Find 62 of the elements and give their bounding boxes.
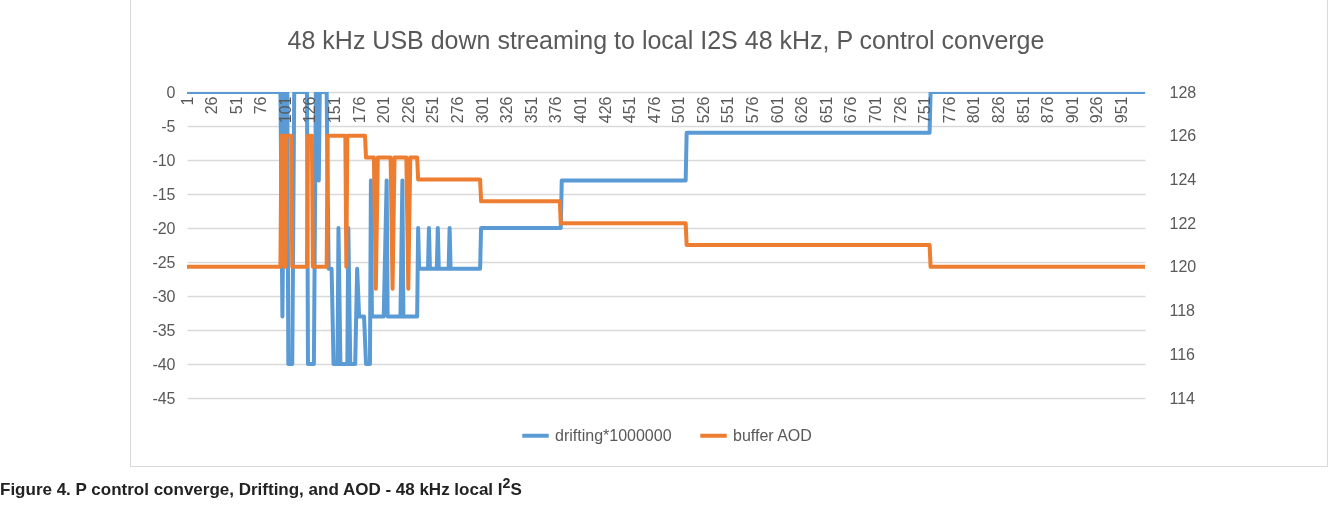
- y-tick-label: -20: [152, 219, 176, 237]
- legend-label: buffer AOD: [733, 426, 812, 444]
- x-tick-label: 176: [350, 96, 368, 124]
- x-tick-label: 401: [571, 96, 589, 124]
- y2-tick-label: 122: [1169, 214, 1197, 232]
- y-tick-label: -45: [152, 389, 176, 407]
- x-tick-label: 626: [793, 96, 811, 124]
- x-tick-label: 951: [1112, 96, 1130, 124]
- x-tick-label: 126: [301, 96, 319, 124]
- x-tick-label: 876: [1039, 96, 1057, 124]
- x-tick-label: 276: [448, 96, 466, 124]
- x-tick-label: 76: [252, 96, 270, 115]
- x-tick-label: 101: [276, 96, 294, 124]
- x-tick-label: 901: [1063, 96, 1081, 124]
- x-tick-label: 676: [842, 96, 860, 124]
- x-tick-label: 226: [399, 96, 417, 124]
- y2-tick-label: 120: [1169, 258, 1197, 276]
- x-tick-label: 851: [1014, 96, 1032, 124]
- x-tick-label: 451: [621, 96, 639, 124]
- line-series: [187, 133, 1145, 291]
- y2-tick-label: 118: [1169, 302, 1196, 320]
- x-tick-label: 576: [744, 96, 762, 124]
- y-tick-label: 0: [166, 83, 176, 101]
- x-tick-label: 776: [940, 96, 958, 124]
- y-tick-label: -5: [161, 117, 176, 135]
- x-tick-label: 601: [768, 96, 786, 124]
- x-tick-label: 726: [891, 96, 909, 124]
- x-tick-label: 426: [596, 96, 614, 124]
- x-tick-label: 51: [227, 96, 245, 115]
- x-tick-label: 926: [1088, 96, 1106, 124]
- y2-tick-label: 124: [1169, 170, 1197, 188]
- legend-label: drifting*1000000: [555, 426, 672, 444]
- caption: Figure 4. P control converge, Drifting, and AOD - 48 kHz local I$^{2}$S: [0, 475, 522, 500]
- y-tick-label: -40: [152, 355, 176, 373]
- x-tick-label: 301: [473, 96, 491, 124]
- x-tick-label: 151: [326, 96, 344, 124]
- x-tick-label: 501: [670, 96, 688, 124]
- x-tick-label: 801: [965, 96, 983, 124]
- y2-tick-label: 114: [1169, 389, 1196, 407]
- x-tick-label: 826: [989, 96, 1007, 124]
- x-tick-label: 751: [916, 96, 934, 124]
- x-tick-label: 201: [375, 96, 393, 124]
- y2-tick-label: 128: [1169, 83, 1197, 101]
- y2-tick-label: 116: [1169, 345, 1196, 363]
- x-tick-label: 351: [522, 96, 540, 124]
- y-tick-label: -10: [152, 151, 176, 169]
- y-tick-label: -15: [152, 185, 176, 203]
- y-tick-label: -25: [152, 253, 176, 271]
- y-tick-label: -35: [152, 321, 176, 339]
- x-tick-label: 526: [694, 96, 712, 124]
- y2-tick-label: 126: [1169, 127, 1197, 145]
- x-tick-label: 26: [203, 96, 221, 115]
- x-tick-label: 326: [498, 96, 516, 124]
- y-tick-label: -30: [152, 287, 176, 305]
- x-tick-label: 1: [178, 96, 196, 106]
- x-tick-label: 701: [867, 96, 884, 124]
- chart-title: 48 kHz USB down streaming to local I2S 48 kHz, P control converge: [287, 26, 1045, 54]
- x-tick-label: 651: [817, 96, 835, 124]
- x-tick-label: 476: [645, 96, 663, 124]
- x-tick-label: 376: [547, 96, 565, 124]
- x-tick-label: 551: [719, 96, 737, 124]
- x-tick-label: 251: [424, 96, 442, 124]
